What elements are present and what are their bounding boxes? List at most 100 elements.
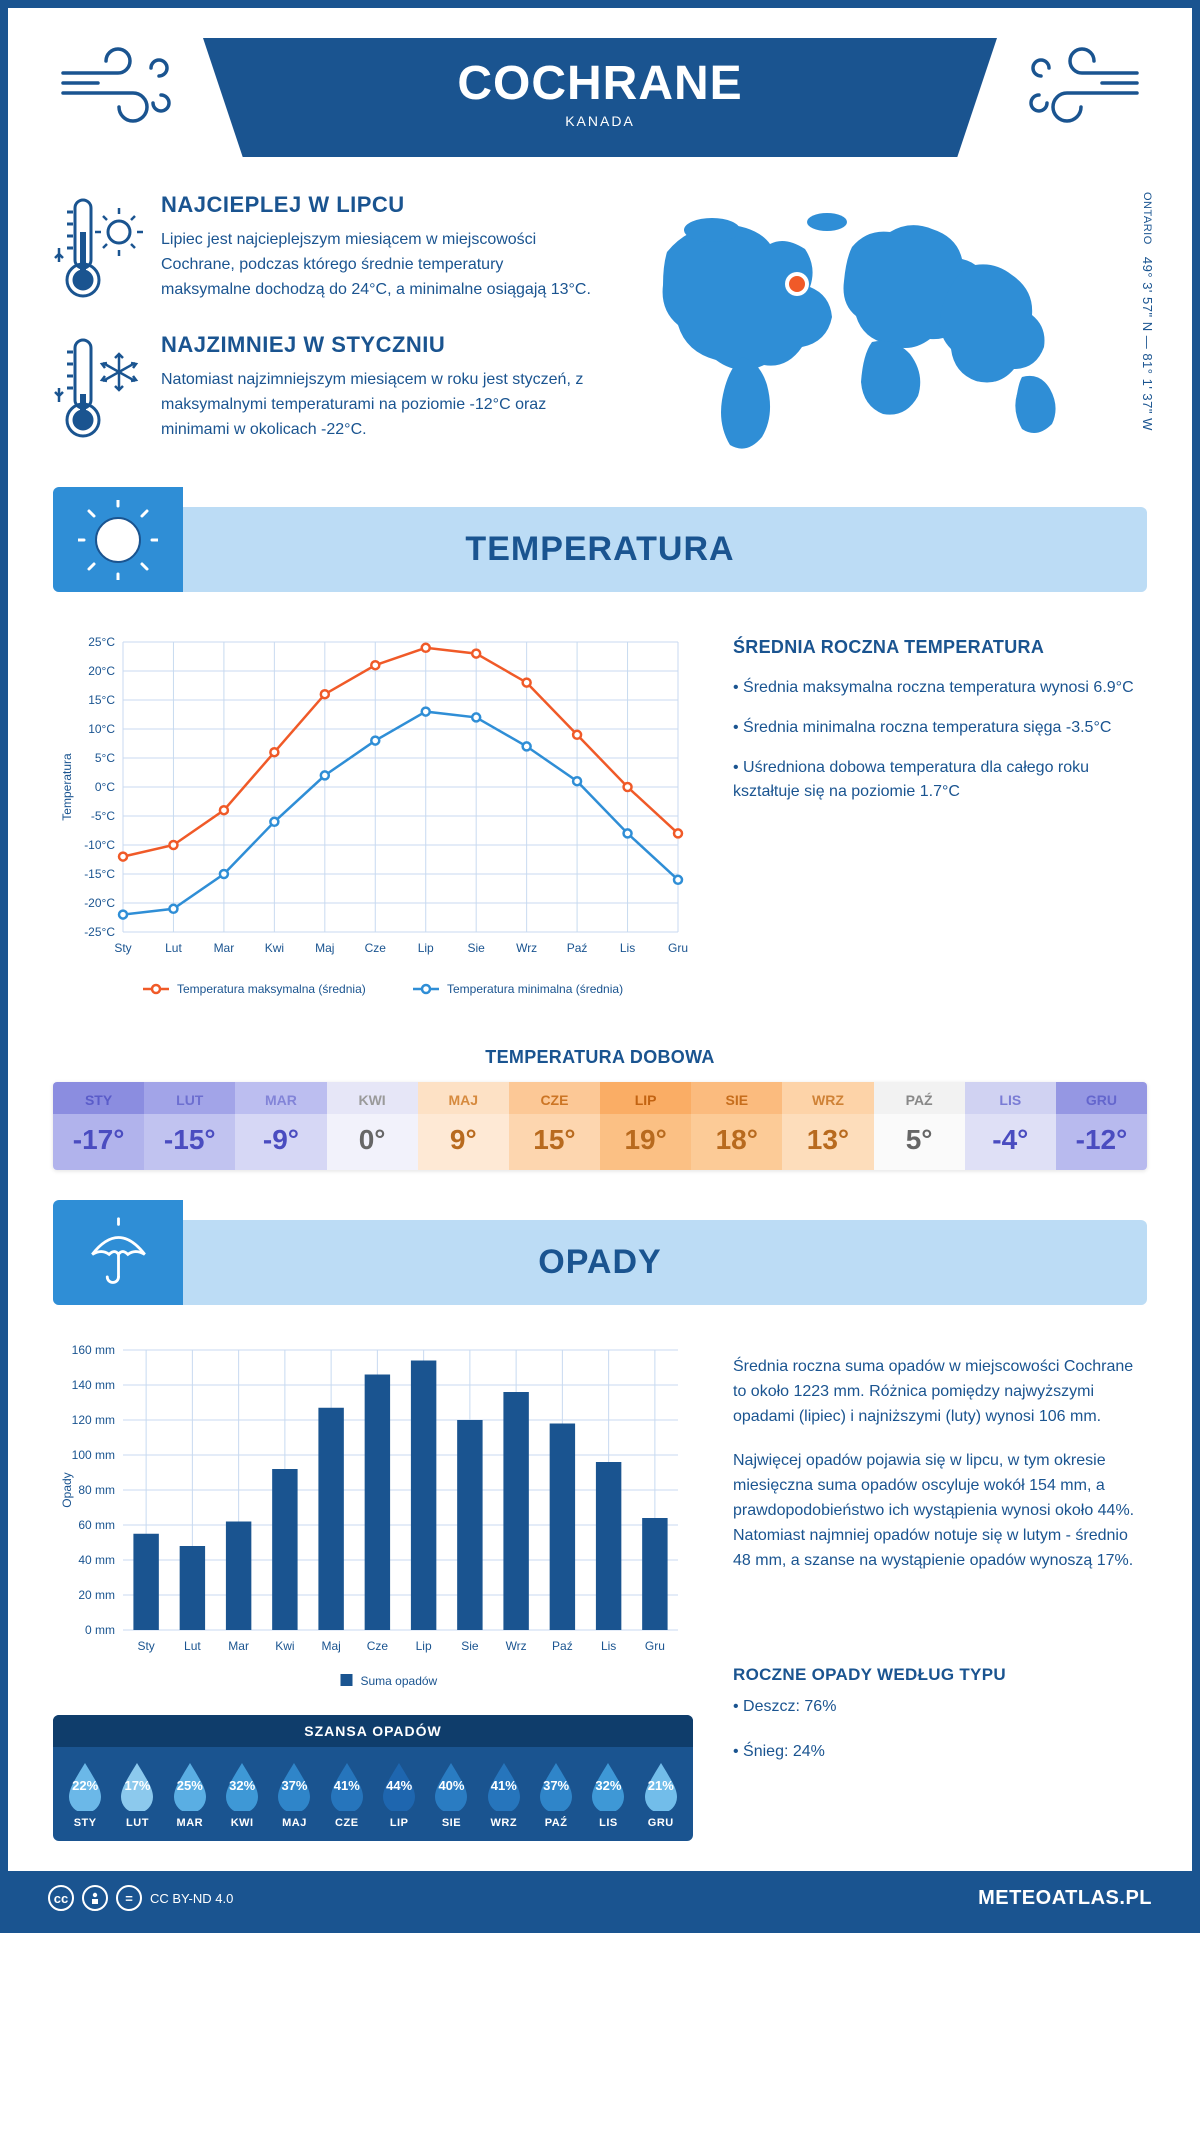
svg-text:60 mm: 60 mm [78, 1518, 115, 1532]
chance-month: LIS [582, 1817, 634, 1829]
chance-cell: 44% LIP [373, 1759, 425, 1829]
chance-cell: 22% STY [59, 1759, 111, 1829]
temperature-title: TEMPERATURA [183, 530, 1147, 569]
chance-month: WRZ [478, 1817, 530, 1829]
svg-text:Sty: Sty [137, 1639, 154, 1653]
raindrop-icon: 17% [116, 1759, 158, 1811]
temperature-chart: -25°C-20°C-15°C-10°C-5°C0°C5°C10°C15°C20… [53, 627, 693, 1012]
chance-month: KWI [216, 1817, 268, 1829]
raindrop-icon: 21% [640, 1759, 682, 1811]
hottest-block: NAJCIEPLEJ W LIPCU Lipiec jest najcieple… [53, 192, 597, 302]
precip-summary: Średnia roczna suma opadów w miejscowośc… [733, 1340, 1147, 1841]
daily-temp-title: TEMPERATURA DOBOWA [53, 1047, 1147, 1068]
daily-temp-value: -4° [965, 1114, 1056, 1170]
raindrop-icon: 22% [64, 1759, 106, 1811]
daily-cell: GRU -12° [1056, 1082, 1147, 1170]
raindrop-icon: 32% [221, 1759, 263, 1811]
thermometer-cold-icon [53, 332, 143, 442]
chance-cell: 21% GRU [635, 1759, 687, 1829]
svg-text:Cze: Cze [367, 1639, 389, 1653]
daily-month: STY [53, 1082, 144, 1114]
svg-text:Gru: Gru [645, 1639, 665, 1653]
daily-temp-value: 9° [418, 1114, 509, 1170]
svg-text:Lis: Lis [620, 941, 635, 955]
daily-temp-value: -17° [53, 1114, 144, 1170]
svg-text:0 mm: 0 mm [85, 1623, 115, 1637]
hottest-text: Lipiec jest najcieplejszym miesiącem w m… [161, 228, 597, 302]
chance-value: 32% [595, 1778, 621, 1793]
svg-text:Sie: Sie [468, 941, 486, 955]
svg-text:Temperatura: Temperatura [60, 753, 74, 821]
sun-icon [78, 500, 158, 580]
chance-value: 41% [491, 1778, 517, 1793]
precip-type-title: ROCZNE OPADY WEDŁUG TYPU [733, 1665, 1147, 1685]
daily-temp-value: 0° [327, 1114, 418, 1170]
svg-text:Kwi: Kwi [265, 941, 284, 955]
raindrop-icon: 41% [326, 1759, 368, 1811]
daily-month: MAR [235, 1082, 326, 1114]
chance-cell: 41% CZE [321, 1759, 373, 1829]
temperature-banner: TEMPERATURA [53, 507, 1147, 592]
daily-temp-value: -15° [144, 1114, 235, 1170]
temp-bullet: • Średnia minimalna roczna temperatura s… [733, 716, 1147, 740]
precip-para: Najwięcej opadów pojawia się w lipcu, w … [733, 1449, 1147, 1573]
chance-month: MAJ [268, 1817, 320, 1829]
temperature-summary: ŚREDNIA ROCZNA TEMPERATURA • Średnia mak… [733, 627, 1147, 1012]
svg-text:Mar: Mar [228, 1639, 249, 1653]
chance-value: 40% [438, 1778, 464, 1793]
svg-text:160 mm: 160 mm [72, 1343, 115, 1357]
svg-text:-15°C: -15°C [84, 867, 115, 881]
svg-text:100 mm: 100 mm [72, 1448, 115, 1462]
chance-cell: 17% LUT [111, 1759, 163, 1829]
svg-text:Maj: Maj [315, 941, 334, 955]
wind-icon [53, 38, 183, 138]
chance-cell: 32% LIS [582, 1759, 634, 1829]
coords-value: 49° 3' 57" N — 81° 1' 37" W [1140, 257, 1155, 431]
svg-text:25°C: 25°C [88, 635, 115, 649]
svg-text:Lip: Lip [418, 941, 434, 955]
precip-banner: OPADY [53, 1220, 1147, 1305]
daily-month: GRU [1056, 1082, 1147, 1114]
site-name: METEOATLAS.PL [978, 1887, 1152, 1910]
precip-type: • Deszcz: 76% [733, 1695, 1147, 1720]
daily-cell: LUT -15° [144, 1082, 235, 1170]
precip-chance-box: SZANSA OPADÓW 22% STY 17% LUT 25% MAR 32… [53, 1715, 693, 1841]
daily-cell: MAR -9° [235, 1082, 326, 1170]
svg-text:140 mm: 140 mm [72, 1378, 115, 1392]
daily-temp-value: 5° [874, 1114, 965, 1170]
daily-cell: PAŹ 5° [874, 1082, 965, 1170]
svg-text:Opady: Opady [60, 1472, 74, 1507]
daily-temp-value: -9° [235, 1114, 326, 1170]
daily-month: PAŹ [874, 1082, 965, 1114]
daily-temp-value: 15° [509, 1114, 600, 1170]
wind-icon-right [1017, 38, 1147, 138]
svg-text:40 mm: 40 mm [78, 1553, 115, 1567]
chance-title: SZANSA OPADÓW [53, 1715, 693, 1747]
daily-temp-value: 18° [691, 1114, 782, 1170]
daily-cell: CZE 15° [509, 1082, 600, 1170]
thermometer-hot-icon [53, 192, 143, 302]
chance-month: PAŹ [530, 1817, 582, 1829]
daily-cell: WRZ 13° [782, 1082, 873, 1170]
chance-cell: 32% KWI [216, 1759, 268, 1829]
svg-text:-25°C: -25°C [84, 925, 115, 939]
precip-title: OPADY [183, 1243, 1147, 1282]
daily-temp-value: -12° [1056, 1114, 1147, 1170]
svg-text:Suma opadów: Suma opadów [361, 1674, 438, 1688]
chance-cell: 37% MAJ [268, 1759, 320, 1829]
daily-month: LIP [600, 1082, 691, 1114]
svg-text:Temperatura minimalna (średnia: Temperatura minimalna (średnia) [447, 982, 623, 996]
country-label: KANADA [283, 113, 917, 129]
umbrella-icon [81, 1215, 156, 1290]
chance-cell: 40% SIE [425, 1759, 477, 1829]
intro-section: NAJCIEPLEJ W LIPCU Lipiec jest najcieple… [53, 192, 1147, 477]
raindrop-icon: 44% [378, 1759, 420, 1811]
svg-text:Wrz: Wrz [506, 1639, 527, 1653]
daily-month: LUT [144, 1082, 235, 1114]
svg-text:5°C: 5°C [95, 751, 115, 765]
svg-text:10°C: 10°C [88, 722, 115, 736]
svg-text:Kwi: Kwi [275, 1639, 294, 1653]
raindrop-icon: 37% [273, 1759, 315, 1811]
footer: cc = CC BY-ND 4.0 METEOATLAS.PL [8, 1871, 1192, 1925]
temp-bullet: • Uśredniona dobowa temperatura dla całe… [733, 756, 1147, 804]
